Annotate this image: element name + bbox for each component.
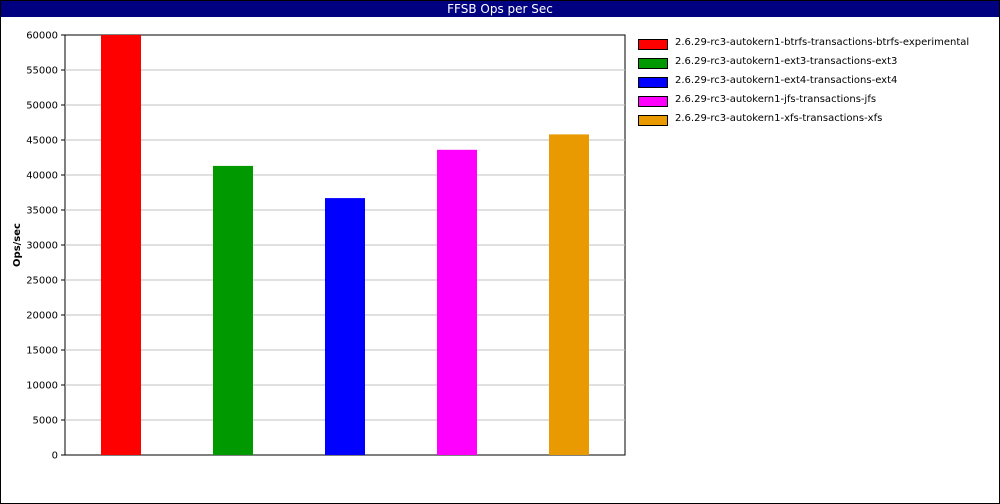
legend-swatch bbox=[638, 58, 668, 69]
legend-label: 2.6.29-rc3-autokern1-btrfs-transactions-… bbox=[675, 37, 970, 48]
bars bbox=[101, 35, 589, 456]
y-tick-label: 60000 bbox=[26, 31, 58, 42]
legend-label: 2.6.29-rc3-autokern1-ext3-transactions-e… bbox=[675, 56, 898, 67]
y-tick-label: 5000 bbox=[33, 416, 58, 427]
y-tick-label: 20000 bbox=[26, 311, 58, 322]
y-tick-label: 15000 bbox=[26, 346, 58, 357]
y-axis-ticks: 0 5000 10000 15000 20000 25000 30000 35000 40000… bbox=[26, 31, 65, 462]
y-tick-label: 40000 bbox=[26, 171, 58, 182]
legend-label: 2.6.29-rc3-autokern1-ext4-transactions-e… bbox=[675, 75, 898, 86]
y-tick-label: 25000 bbox=[26, 276, 58, 287]
y-tick-label: 35000 bbox=[26, 206, 58, 217]
bar bbox=[213, 165, 253, 455]
y-tick-label: 30000 bbox=[26, 241, 58, 252]
bar bbox=[325, 198, 365, 455]
legend-label: 2.6.29-rc3-autokern1-jfs-transactions-jf… bbox=[675, 94, 877, 105]
y-axis-label: Ops/sec bbox=[12, 223, 23, 267]
y-tick-label: 0 bbox=[52, 451, 58, 462]
legend-swatch bbox=[638, 96, 668, 107]
legend-swatch bbox=[638, 39, 668, 50]
y-tick-label: 10000 bbox=[26, 381, 58, 392]
y-tick-label: 55000 bbox=[26, 66, 58, 77]
bar bbox=[101, 35, 141, 455]
chart-title: FFSB Ops per Sec bbox=[1, 1, 999, 17]
bar bbox=[549, 134, 589, 455]
legend-swatch bbox=[638, 115, 668, 126]
y-tick-label: 50000 bbox=[26, 101, 58, 112]
legend-label: 2.6.29-rc3-autokern1-xfs-transactions-xf… bbox=[675, 113, 883, 124]
legend-swatch bbox=[638, 77, 668, 88]
y-tick-label: 45000 bbox=[26, 136, 58, 147]
bar bbox=[437, 149, 477, 456]
